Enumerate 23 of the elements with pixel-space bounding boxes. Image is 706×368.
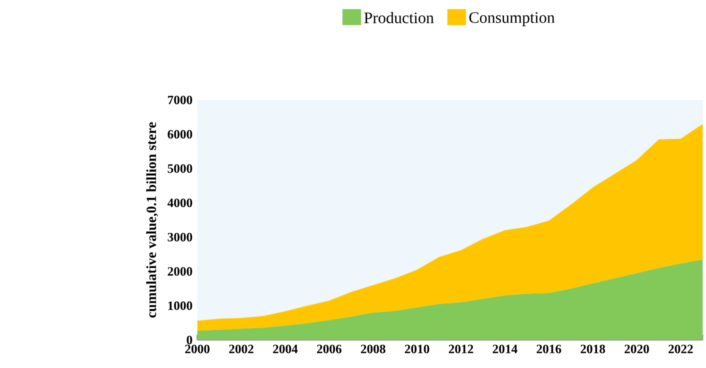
x-tick-label: 2010 xyxy=(404,344,430,354)
y-tick-label: 5000 xyxy=(168,164,192,173)
y-tick-label: 7000 xyxy=(168,96,192,104)
x-tick-label: 2014 xyxy=(492,344,518,354)
x-tick-label: 2022 xyxy=(668,344,693,354)
x-tick-label: 2016 xyxy=(536,344,562,354)
x-tick-label: 2002 xyxy=(229,344,254,354)
y-tick-label: 2000 xyxy=(168,267,192,276)
y-tick-label: 6000 xyxy=(168,130,192,139)
legend-label: Consumption xyxy=(469,12,555,26)
x-tick-label: 2018 xyxy=(580,344,606,354)
x-tick-label: 2004 xyxy=(273,344,298,354)
y-axis-title: cumulative value,0.1 billion stere xyxy=(146,122,158,318)
y-tick-label: 0 xyxy=(186,336,192,344)
x-tick-label: 2000 xyxy=(185,344,210,354)
y-tick-label: 1000 xyxy=(168,301,192,310)
y-tick-label: 4000 xyxy=(167,198,192,208)
x-tick-label: 2012 xyxy=(448,344,474,354)
legend-label: Production xyxy=(364,12,434,24)
x-tick-label: 2006 xyxy=(317,344,342,354)
x-tick-label: 2020 xyxy=(624,344,649,354)
y-tick-label: 3000 xyxy=(168,232,192,242)
x-tick-label: 2008 xyxy=(360,344,386,354)
